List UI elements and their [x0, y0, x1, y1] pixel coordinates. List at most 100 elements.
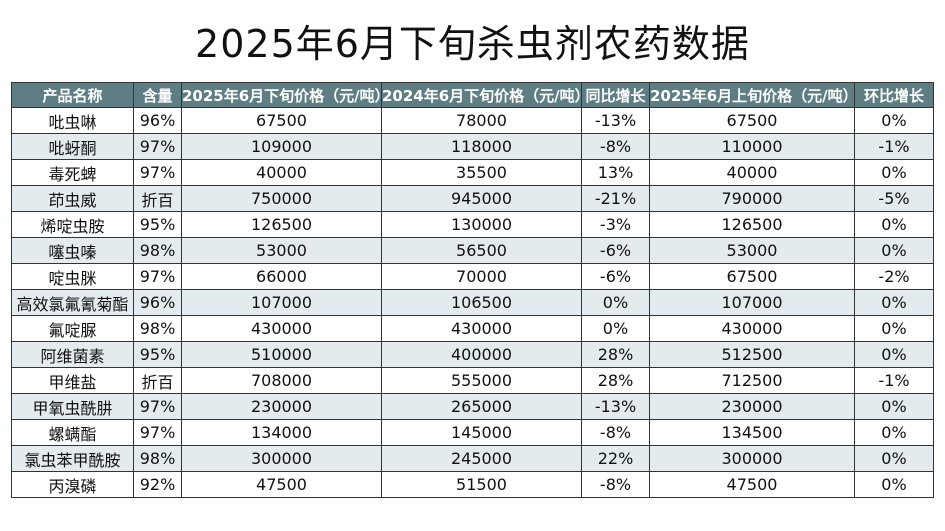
- table-cell-yoy-growth: 0%: [581, 289, 650, 316]
- table-cell-content: 97%: [133, 159, 182, 186]
- table-row: 甲维盐 折百 708000 555000 28% 712500 -1%: [11, 367, 934, 394]
- table-cell-price-2024-late-june: 400000: [381, 341, 582, 368]
- table-cell-price-2025-late-june: 126500: [181, 211, 382, 238]
- table-cell-mom-growth: 0%: [854, 419, 934, 446]
- table-row: 吡虫啉 96% 67500 78000 -13% 67500 0%: [11, 107, 934, 134]
- table-row: 毒死蜱 97% 40000 35500 13% 40000 0%: [11, 159, 934, 186]
- table-row: 阿维菌素 95% 510000 400000 28% 512500 0%: [11, 341, 934, 368]
- table-row: 噻虫嗪 98% 53000 56500 -6% 53000 0%: [11, 237, 934, 264]
- table-header-row: 产品名称 含量 2025年6月下旬价格（元/吨） 2024年6月下旬价格（元/吨） 同比…: [11, 82, 934, 108]
- table-cell-product-name: 螺螨酯: [11, 419, 134, 446]
- table-cell-price-2025-early-june: 40000: [649, 159, 855, 186]
- table-cell-content: 98%: [133, 237, 182, 264]
- table-cell-product-name: 氟啶脲: [11, 315, 134, 342]
- table-cell-mom-growth: 0%: [854, 471, 934, 498]
- table-cell-mom-growth: -1%: [854, 133, 934, 160]
- table-cell-price-2024-late-june: 130000: [381, 211, 582, 238]
- table-cell-price-2025-early-june: 67500: [649, 263, 855, 290]
- table-cell-price-2025-late-june: 66000: [181, 263, 382, 290]
- table-cell-price-2024-late-june: 555000: [381, 367, 582, 394]
- table-cell-content: 98%: [133, 445, 182, 472]
- table-cell-mom-growth: 0%: [854, 445, 934, 472]
- table-cell-content: 96%: [133, 107, 182, 134]
- table-cell-price-2024-late-june: 145000: [381, 419, 582, 446]
- table-cell-content: 折百: [133, 367, 182, 394]
- table-cell-mom-growth: 0%: [854, 341, 934, 368]
- table-cell-price-2024-late-june: 945000: [381, 185, 582, 212]
- table-cell-mom-growth: 0%: [854, 237, 934, 264]
- table-cell-yoy-growth: 13%: [581, 159, 650, 186]
- table-cell-price-2025-late-june: 53000: [181, 237, 382, 264]
- table-cell-product-name: 烯啶虫胺: [11, 211, 134, 238]
- table-cell-price-2025-late-june: 40000: [181, 159, 382, 186]
- table-cell-yoy-growth: 0%: [581, 315, 650, 342]
- table-cell-price-2024-late-june: 430000: [381, 315, 582, 342]
- table-row: 高效氯氟氰菊酯 96% 107000 106500 0% 107000 0%: [11, 289, 934, 316]
- table-cell-product-name: 甲氧虫酰肼: [11, 393, 134, 420]
- table-cell-product-name: 阿维菌素: [11, 341, 134, 368]
- table-cell-price-2024-late-june: 78000: [381, 107, 582, 134]
- table-cell-price-2025-early-june: 712500: [649, 367, 855, 394]
- table-cell-yoy-growth: -8%: [581, 133, 650, 160]
- table-cell-content: 折百: [133, 185, 182, 212]
- column-header-mom-growth: 环比增长: [854, 82, 934, 108]
- table-cell-price-2025-early-june: 790000: [649, 185, 855, 212]
- table-cell-product-name: 丙溴磷: [11, 471, 134, 498]
- table-row: 氟啶脲 98% 430000 430000 0% 430000 0%: [11, 315, 934, 342]
- table-cell-product-name: 高效氯氟氰菊酯: [11, 289, 134, 316]
- table-cell-price-2025-early-june: 430000: [649, 315, 855, 342]
- table-row: 啶虫脒 97% 66000 70000 -6% 67500 -2%: [11, 263, 934, 290]
- table-cell-price-2024-late-june: 245000: [381, 445, 582, 472]
- table-cell-price-2024-late-june: 56500: [381, 237, 582, 264]
- table-cell-price-2024-late-june: 265000: [381, 393, 582, 420]
- table-cell-yoy-growth: -13%: [581, 393, 650, 420]
- table-cell-price-2024-late-june: 70000: [381, 263, 582, 290]
- table-cell-price-2025-late-june: 430000: [181, 315, 382, 342]
- pesticide-price-table: 产品名称 含量 2025年6月下旬价格（元/吨） 2024年6月下旬价格（元/吨） 同比…: [11, 82, 934, 498]
- table-cell-price-2025-late-june: 300000: [181, 445, 382, 472]
- table-cell-product-name: 噻虫嗪: [11, 237, 134, 264]
- table-cell-product-name: 毒死蜱: [11, 159, 134, 186]
- table-cell-product-name: 甲维盐: [11, 367, 134, 394]
- column-header-price-2025-early-june: 2025年6月上旬价格（元/吨）: [649, 82, 855, 108]
- table-body: 吡虫啉 96% 67500 78000 -13% 67500 0% 吡蚜酮 97% 109000 1…: [11, 107, 934, 498]
- table-cell-mom-growth: 0%: [854, 393, 934, 420]
- column-header-price-2025-late-june: 2025年6月下旬价格（元/吨）: [181, 82, 382, 108]
- table-row: 烯啶虫胺 95% 126500 130000 -3% 126500 0%: [11, 211, 934, 238]
- table-cell-price-2025-early-june: 110000: [649, 133, 855, 160]
- table-cell-yoy-growth: -3%: [581, 211, 650, 238]
- page-title: 2025年6月下旬杀虫剂农药数据: [195, 22, 750, 66]
- table-cell-content: 92%: [133, 471, 182, 498]
- table-cell-price-2025-late-june: 708000: [181, 367, 382, 394]
- table-cell-content: 97%: [133, 263, 182, 290]
- table-cell-yoy-growth: -6%: [581, 263, 650, 290]
- table-cell-price-2025-late-june: 47500: [181, 471, 382, 498]
- table-cell-price-2024-late-june: 35500: [381, 159, 582, 186]
- table-cell-price-2024-late-june: 106500: [381, 289, 582, 316]
- table-cell-yoy-growth: -8%: [581, 471, 650, 498]
- table-cell-product-name: 啶虫脒: [11, 263, 134, 290]
- table-cell-content: 97%: [133, 419, 182, 446]
- table-cell-price-2024-late-june: 118000: [381, 133, 582, 160]
- table-cell-content: 95%: [133, 211, 182, 238]
- table-cell-yoy-growth: -6%: [581, 237, 650, 264]
- table-cell-mom-growth: 0%: [854, 159, 934, 186]
- table-cell-mom-growth: -1%: [854, 367, 934, 394]
- table-cell-price-2025-early-june: 53000: [649, 237, 855, 264]
- table-cell-content: 95%: [133, 341, 182, 368]
- table-row: 吡蚜酮 97% 109000 118000 -8% 110000 -1%: [11, 133, 934, 160]
- table-cell-price-2025-late-june: 750000: [181, 185, 382, 212]
- table-cell-price-2024-late-june: 51500: [381, 471, 582, 498]
- table-row: 氯虫苯甲酰胺 98% 300000 245000 22% 300000 0%: [11, 445, 934, 472]
- table-cell-price-2025-late-june: 134000: [181, 419, 382, 446]
- table-cell-content: 96%: [133, 289, 182, 316]
- table-cell-mom-growth: 0%: [854, 211, 934, 238]
- table-cell-content: 98%: [133, 315, 182, 342]
- table-cell-content: 97%: [133, 393, 182, 420]
- table-cell-product-name: 吡蚜酮: [11, 133, 134, 160]
- table-cell-price-2025-early-june: 126500: [649, 211, 855, 238]
- table-cell-mom-growth: 0%: [854, 315, 934, 342]
- column-header-yoy-growth: 同比增长: [581, 82, 650, 108]
- table-cell-price-2025-early-june: 47500: [649, 471, 855, 498]
- table-cell-price-2025-early-june: 67500: [649, 107, 855, 134]
